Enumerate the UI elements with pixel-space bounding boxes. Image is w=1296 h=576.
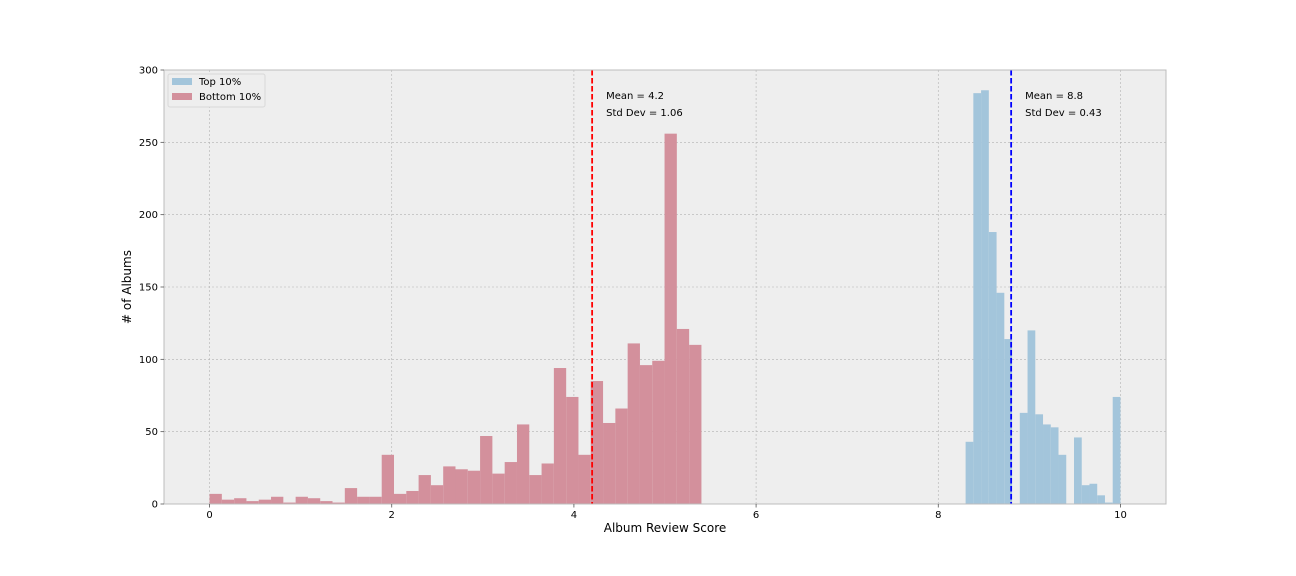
histogram-bar (1027, 330, 1036, 504)
histogram-bar (590, 381, 604, 504)
legend: Top 10% Bottom 10% (167, 73, 266, 108)
histogram-bar (295, 496, 308, 504)
histogram-bar (467, 470, 481, 504)
y-tick-label: 0 (152, 500, 158, 511)
legend-swatch (172, 78, 192, 85)
histogram-bar (357, 496, 370, 504)
histogram-bar (1097, 495, 1105, 504)
histogram-bar (430, 485, 444, 504)
histogram-bar (1081, 485, 1090, 504)
histogram-bar (1073, 437, 1082, 504)
histogram-bar (676, 328, 690, 504)
histogram-bar (394, 493, 407, 504)
y-tick-label: 50 (145, 427, 158, 438)
histogram-bar (480, 436, 493, 504)
x-axis-label: Album Review Score (604, 521, 727, 535)
x-tick-label: 0 (206, 510, 212, 521)
histogram-bar (627, 343, 640, 504)
histogram-bar (258, 499, 272, 504)
histogram-bar (1104, 502, 1113, 504)
histogram-bar (1089, 483, 1098, 504)
histogram-bar (1004, 339, 1013, 504)
histogram-bar (209, 493, 222, 504)
histogram-bar (1112, 396, 1121, 504)
histogram-bar (1043, 424, 1051, 504)
histogram-bar (689, 344, 702, 504)
legend-swatch (172, 93, 192, 100)
histogram-bars (209, 90, 1121, 505)
histogram-bar (344, 488, 358, 504)
histogram-bar (1050, 427, 1059, 504)
histogram-bar (566, 396, 579, 504)
histogram-bar (988, 232, 997, 504)
histogram-bar (996, 292, 1005, 504)
histogram-bar (664, 133, 677, 505)
histogram-bar (406, 490, 419, 504)
series-top (965, 90, 1121, 505)
histogram-bar (973, 93, 982, 504)
legend-box (167, 73, 266, 108)
histogram-bar (541, 463, 554, 504)
y-tick-label: 100 (139, 355, 158, 366)
legend-label: Top 10% (198, 77, 241, 88)
histogram-bar (443, 466, 456, 504)
histogram-bar (553, 368, 567, 504)
x-tick-label: 8 (935, 510, 941, 521)
x-tick-label: 10 (1114, 510, 1127, 521)
histogram-bar (639, 365, 653, 504)
y-tick-label: 250 (139, 138, 158, 149)
histogram-bar (246, 501, 259, 504)
histogram-bar (615, 408, 628, 504)
histogram-bar (1019, 412, 1028, 504)
x-tick-label: 6 (753, 510, 759, 521)
histogram-bar (221, 499, 235, 504)
histogram-bar (369, 496, 382, 504)
histogram-bar (965, 441, 974, 504)
legend-label: Bottom 10% (199, 92, 261, 103)
y-axis-label: # of Albums (120, 250, 134, 324)
histogram-bar (516, 424, 530, 504)
histogram-bar (1058, 454, 1067, 504)
histogram-bar (603, 422, 616, 504)
histogram-bar (283, 502, 296, 504)
top-mean-std-label: Std Dev = 0.43 (1025, 108, 1102, 119)
x-tick-label: 2 (389, 510, 395, 521)
histogram-bar (529, 475, 542, 504)
histogram-bar (307, 498, 321, 504)
histogram-bar (492, 473, 505, 504)
y-tick-label: 200 (139, 210, 158, 221)
histogram-bar (578, 454, 591, 504)
x-tick-label: 4 (571, 510, 577, 521)
histogram-bar (1035, 414, 1044, 504)
histogram-bar (234, 498, 247, 504)
histogram-bar (381, 454, 395, 504)
histogram-bar (981, 90, 989, 505)
bottom-mean-label: Mean = 4.2 (606, 91, 664, 102)
mean-reference-lines: Mean = 4.2 Std Dev = 1.06 Mean = 8.8 Std De… (591, 70, 1102, 504)
y-tick-label: 150 (139, 283, 158, 294)
histogram-bar (455, 469, 468, 504)
histogram-bar (271, 496, 284, 504)
bottom-mean-std-label: Std Dev = 1.06 (606, 108, 683, 119)
histogram-bar (320, 501, 333, 504)
y-tick-label: 300 (139, 66, 158, 77)
top-mean-label: Mean = 8.8 (1025, 91, 1083, 102)
histogram-bar (504, 462, 517, 504)
histogram-bar (418, 475, 431, 504)
series-bottom (209, 133, 702, 505)
histogram-bar (652, 360, 665, 504)
histogram-bar (332, 502, 345, 504)
